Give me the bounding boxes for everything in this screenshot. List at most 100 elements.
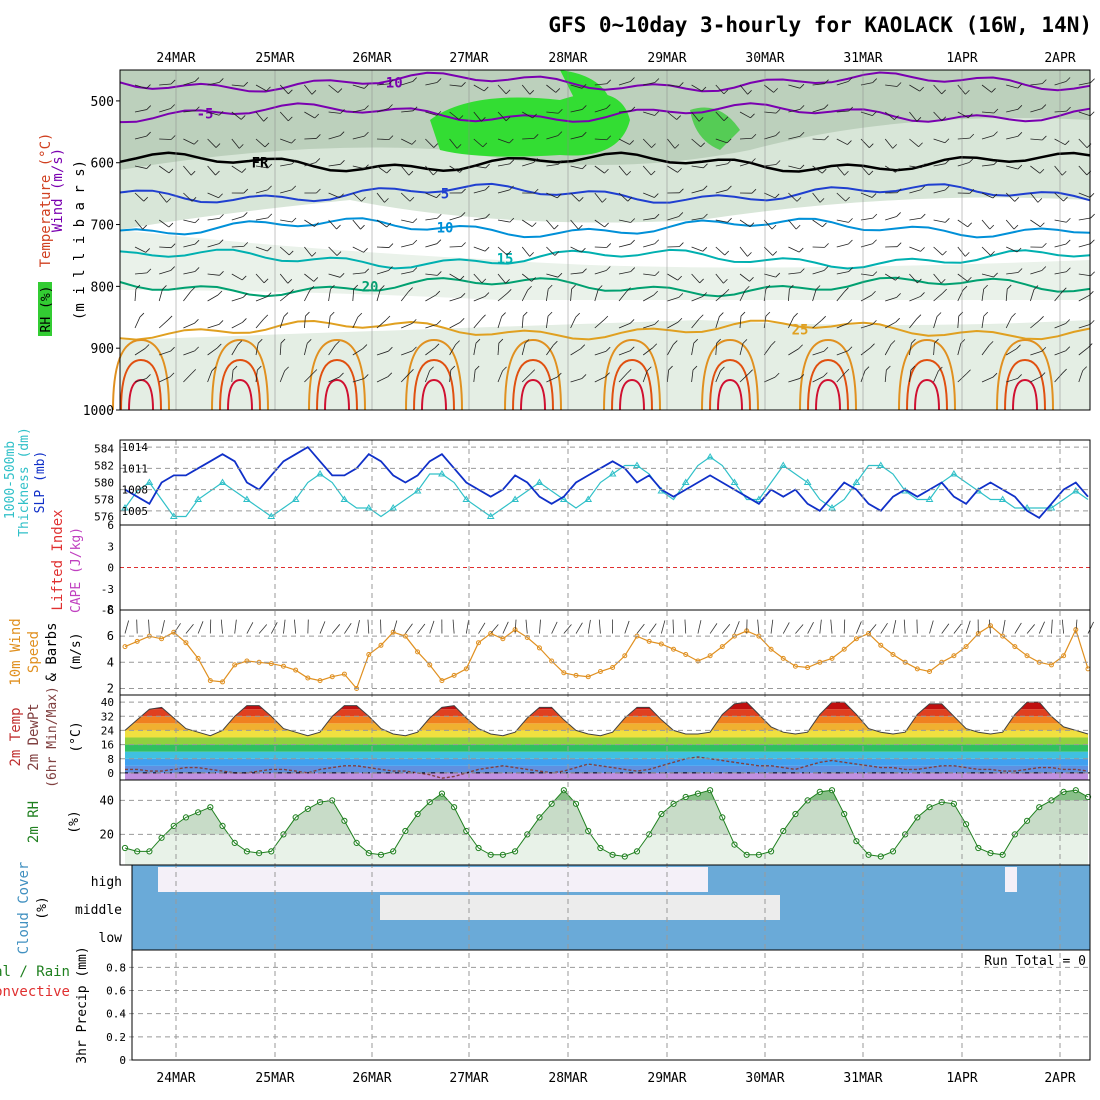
wind-barb-flag bbox=[363, 374, 369, 379]
wind-barb bbox=[279, 370, 286, 383]
wind-barb-flag bbox=[408, 170, 414, 176]
wind-barb bbox=[521, 290, 528, 302]
wind-barb-flag bbox=[872, 271, 878, 276]
wind-barb-10m bbox=[672, 619, 674, 634]
wind-barb bbox=[376, 319, 387, 329]
wind-barb-flag bbox=[146, 164, 152, 169]
wind-barb bbox=[957, 162, 970, 167]
wind-barb bbox=[715, 138, 728, 144]
wind-barb-10m bbox=[648, 623, 657, 634]
wind-barb-flag bbox=[824, 135, 829, 141]
wind-barb bbox=[352, 219, 361, 230]
label-wind-unit: (m/s) bbox=[69, 632, 84, 671]
wind-barb bbox=[304, 111, 315, 119]
wind-barb bbox=[763, 84, 774, 93]
wind-barb-flag bbox=[916, 314, 922, 319]
wind-barb bbox=[255, 165, 268, 169]
wind-barb bbox=[885, 84, 898, 87]
wind-barb-flag bbox=[740, 311, 746, 317]
wind-barb-flag bbox=[848, 239, 853, 245]
wind-barb-flag bbox=[605, 372, 610, 377]
wind-barb-flag bbox=[316, 134, 321, 139]
wind-barb-flag bbox=[194, 319, 199, 324]
wind-barb-flag bbox=[146, 105, 152, 110]
wind-barb-flag bbox=[1090, 213, 1095, 219]
cloud-high-gap-2 bbox=[1005, 867, 1017, 892]
wind-barb-flag bbox=[336, 224, 341, 230]
wind-barb-flag bbox=[241, 168, 247, 173]
surface-contour bbox=[219, 358, 261, 411]
series-speed bbox=[124, 624, 1089, 690]
date-label-top: 24MAR bbox=[156, 51, 195, 66]
wind-barb-flag bbox=[864, 366, 870, 371]
wind-barb-flag bbox=[218, 193, 223, 199]
wind-barb bbox=[1030, 192, 1039, 203]
series-2m-dewpt bbox=[125, 756, 1089, 779]
wind-barb bbox=[570, 316, 577, 329]
wind-barb bbox=[1054, 271, 1067, 275]
wind-barb bbox=[449, 216, 462, 221]
wind-barb-flag bbox=[1017, 132, 1023, 137]
wind-barb-flag bbox=[965, 89, 970, 95]
wind-barb-10m bbox=[331, 624, 341, 634]
wind-barb bbox=[546, 111, 559, 114]
isotherm-label: 20 bbox=[362, 279, 379, 295]
wind-barb-flag bbox=[871, 290, 876, 296]
isotherm-label: 10 bbox=[437, 221, 454, 237]
wind-barb-flag bbox=[630, 106, 636, 112]
wind-barb-flag bbox=[170, 243, 176, 248]
wind-barb bbox=[183, 81, 196, 86]
wind-barb bbox=[328, 192, 340, 199]
wind-barb-flag bbox=[162, 285, 167, 290]
label-li: Lifted Index bbox=[50, 509, 66, 610]
label-thickness-dm: Thickness (dm) bbox=[17, 427, 32, 537]
wind-barb-flag bbox=[630, 218, 636, 223]
wind-barb bbox=[279, 273, 289, 284]
wind-barb-flag bbox=[993, 160, 999, 165]
wind-barb bbox=[401, 219, 413, 224]
wind-barb-flag bbox=[799, 374, 805, 379]
wind-barb bbox=[836, 243, 849, 248]
wind-barb bbox=[933, 316, 938, 329]
wind-point bbox=[707, 653, 713, 659]
wind-barb bbox=[836, 323, 849, 329]
wind-barb bbox=[691, 296, 703, 302]
wind-barb-flag bbox=[1090, 239, 1095, 245]
isotherm-15 bbox=[119, 248, 1091, 270]
wind-barb-flag bbox=[485, 185, 490, 191]
wind-barb bbox=[812, 138, 825, 141]
wind-barb-flag bbox=[629, 319, 635, 324]
wind-barb bbox=[836, 350, 849, 356]
thickness-point bbox=[486, 512, 495, 519]
wind-barb-flag bbox=[578, 197, 584, 202]
wind-barb-flag bbox=[847, 346, 853, 352]
wind-barb-flag bbox=[242, 318, 247, 323]
wind-barb-flag bbox=[723, 278, 728, 284]
wind-barb bbox=[473, 111, 482, 122]
wind-barb bbox=[304, 246, 313, 257]
wind-barb-flag bbox=[219, 78, 224, 83]
wind-barb-flag bbox=[336, 251, 342, 256]
wind-barb bbox=[449, 344, 456, 356]
series-2m-temp bbox=[124, 701, 1089, 737]
wind-barb bbox=[691, 273, 700, 284]
wind-barb-flag bbox=[629, 346, 635, 352]
wind-barb bbox=[304, 162, 316, 167]
isotherm-20 bbox=[119, 276, 1091, 298]
wind-barb-flag bbox=[284, 366, 289, 372]
wind-barb-flag bbox=[291, 138, 296, 144]
wind-point bbox=[780, 655, 786, 661]
wind-barb bbox=[546, 344, 554, 356]
wind-barb bbox=[909, 343, 912, 356]
wind-barb bbox=[255, 343, 259, 356]
wind-barb-flag bbox=[305, 311, 310, 317]
wind-barb-flag bbox=[339, 193, 344, 199]
wind-barb bbox=[691, 246, 703, 252]
wind-barb bbox=[546, 84, 557, 93]
temp-band bbox=[125, 751, 1088, 759]
y-tick-rh: 40 bbox=[100, 793, 114, 807]
wind-barb bbox=[788, 378, 800, 383]
wind-barb bbox=[255, 370, 258, 383]
isotherm-label: FR bbox=[252, 156, 269, 172]
